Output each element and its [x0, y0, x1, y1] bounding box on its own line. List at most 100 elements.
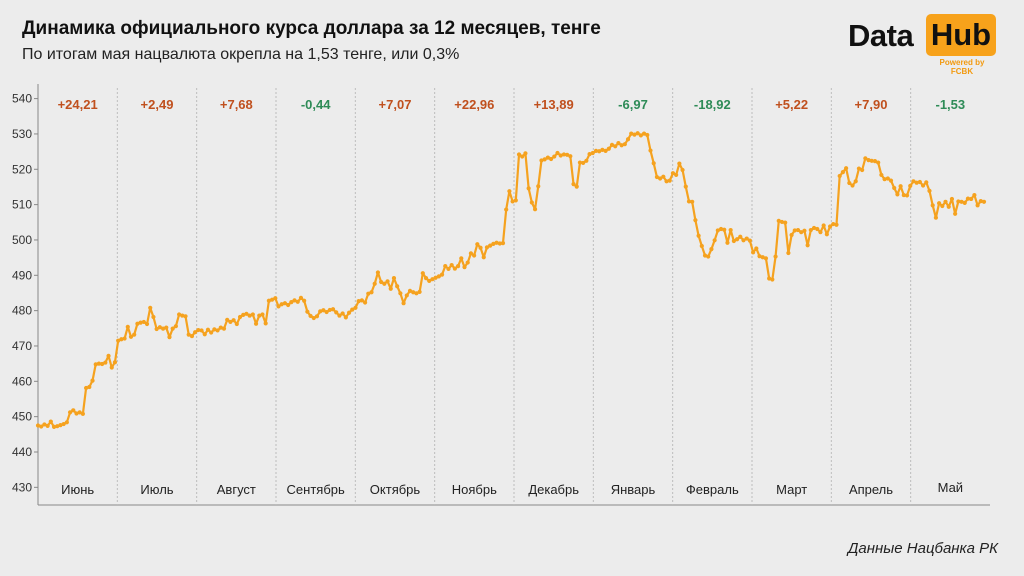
data-point	[654, 174, 660, 180]
data-point	[427, 278, 432, 284]
month-label: Сентябрь	[287, 482, 345, 497]
data-point	[295, 299, 300, 304]
data-point	[164, 325, 169, 330]
data-point	[901, 192, 906, 198]
data-point	[77, 410, 82, 415]
data-point	[84, 385, 89, 391]
data-point	[455, 264, 461, 269]
data-point	[221, 326, 227, 331]
data-point	[215, 328, 220, 333]
data-point	[430, 277, 435, 282]
data-point	[385, 279, 390, 284]
data-point	[193, 330, 198, 335]
data-point	[741, 238, 746, 243]
data-point	[760, 255, 765, 260]
data-point	[228, 319, 233, 325]
y-tick-label: 520	[12, 162, 32, 176]
datahub-logo: Data Hub Powered by FCBK	[848, 12, 998, 76]
data-point	[346, 310, 352, 315]
data-point	[751, 250, 756, 255]
data-point	[552, 154, 557, 159]
data-point	[160, 326, 166, 331]
data-point	[446, 266, 451, 272]
data-point	[132, 332, 137, 337]
data-point	[773, 254, 778, 259]
data-point	[481, 255, 486, 260]
data-point	[340, 311, 345, 316]
data-point	[645, 132, 650, 138]
data-point	[218, 325, 223, 330]
month-change-label: +5,22	[775, 97, 808, 112]
data-point	[677, 161, 682, 166]
y-tick-label: 530	[12, 127, 32, 141]
data-point	[648, 148, 653, 153]
data-point	[411, 290, 416, 295]
data-point	[282, 301, 288, 306]
data-point	[965, 196, 971, 201]
data-point	[956, 199, 961, 204]
data-point	[565, 152, 570, 157]
data-point	[613, 144, 618, 149]
data-point	[734, 237, 740, 242]
data-point	[513, 198, 518, 203]
data-point	[491, 241, 496, 246]
data-point	[629, 131, 634, 136]
y-tick-label: 470	[12, 339, 32, 353]
data-point	[106, 353, 111, 358]
data-point	[93, 362, 98, 367]
data-point	[872, 159, 878, 164]
data-point	[860, 167, 865, 173]
data-point	[125, 324, 130, 329]
data-point	[119, 337, 124, 342]
data-point	[744, 236, 749, 241]
data-point	[273, 296, 278, 301]
data-point	[805, 243, 810, 248]
data-point	[391, 276, 397, 281]
data-point	[693, 218, 698, 223]
y-tick-label: 440	[12, 445, 32, 459]
data-point	[356, 298, 361, 304]
data-point	[439, 272, 445, 277]
data-point	[247, 313, 252, 318]
data-point	[706, 254, 711, 259]
data-point	[148, 305, 153, 310]
data-point	[212, 327, 217, 332]
data-point	[699, 243, 704, 249]
y-tick-label: 430	[12, 480, 32, 494]
data-point	[55, 424, 60, 429]
y-tick-label: 490	[12, 268, 32, 282]
data-point	[138, 320, 143, 325]
data-point	[353, 305, 358, 310]
data-point	[109, 365, 114, 370]
data-point	[558, 153, 563, 158]
data-point	[452, 266, 457, 271]
data-point	[959, 199, 964, 204]
data-point	[783, 220, 788, 225]
data-point	[898, 184, 903, 189]
data-point	[180, 313, 185, 318]
month-change-label: +24,21	[58, 97, 98, 112]
month-change-label: +13,89	[534, 97, 574, 112]
data-point	[58, 423, 63, 428]
data-point	[395, 284, 400, 289]
y-tick-label: 540	[12, 92, 32, 106]
data-point	[362, 300, 368, 305]
data-point	[42, 422, 47, 427]
data-point	[811, 225, 817, 231]
data-point	[824, 232, 829, 237]
data-point	[231, 318, 236, 323]
data-point	[924, 180, 929, 185]
data-point	[48, 419, 53, 424]
data-point	[173, 324, 178, 329]
data-point	[847, 180, 852, 186]
data-point	[888, 178, 894, 183]
data-point	[366, 291, 371, 296]
logo-powered-by: Powered by FCBK	[939, 58, 985, 76]
data-point	[853, 179, 858, 184]
y-tick-label: 510	[12, 198, 32, 212]
data-point	[548, 156, 554, 162]
data-point	[776, 218, 781, 223]
data-point	[821, 223, 826, 228]
data-point	[718, 226, 724, 232]
data-point	[568, 154, 573, 159]
